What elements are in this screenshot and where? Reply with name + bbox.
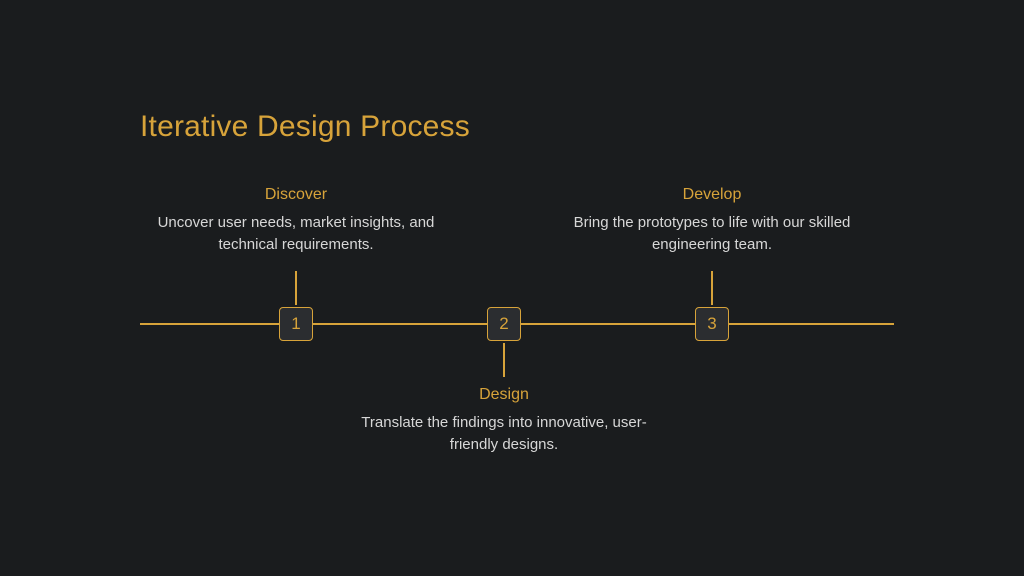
timeline-node-1: 1 [279, 307, 313, 341]
step-desc: Bring the prototypes to life with our sk… [552, 212, 872, 256]
step-desc: Translate the findings into innovative, … [344, 412, 664, 456]
slide-title: Iterative Design Process [140, 110, 470, 144]
node-number: 3 [707, 314, 716, 334]
step-block-1: Discover Uncover user needs, market insi… [136, 186, 456, 256]
slide: Iterative Design Process 1 2 3 Discover … [0, 0, 1024, 576]
step-desc: Uncover user needs, market insights, and… [136, 212, 456, 256]
timeline-node-3: 3 [695, 307, 729, 341]
step-label: Discover [136, 186, 456, 204]
step-block-2: Design Translate the findings into innov… [344, 386, 664, 456]
node-number: 1 [291, 314, 300, 334]
node-number: 2 [499, 314, 508, 334]
timeline-node-2: 2 [487, 307, 521, 341]
connector-2 [503, 343, 505, 377]
connector-3 [711, 271, 713, 305]
step-label: Design [344, 386, 664, 404]
connector-1 [295, 271, 297, 305]
step-block-3: Develop Bring the prototypes to life wit… [552, 186, 872, 256]
step-label: Develop [552, 186, 872, 204]
